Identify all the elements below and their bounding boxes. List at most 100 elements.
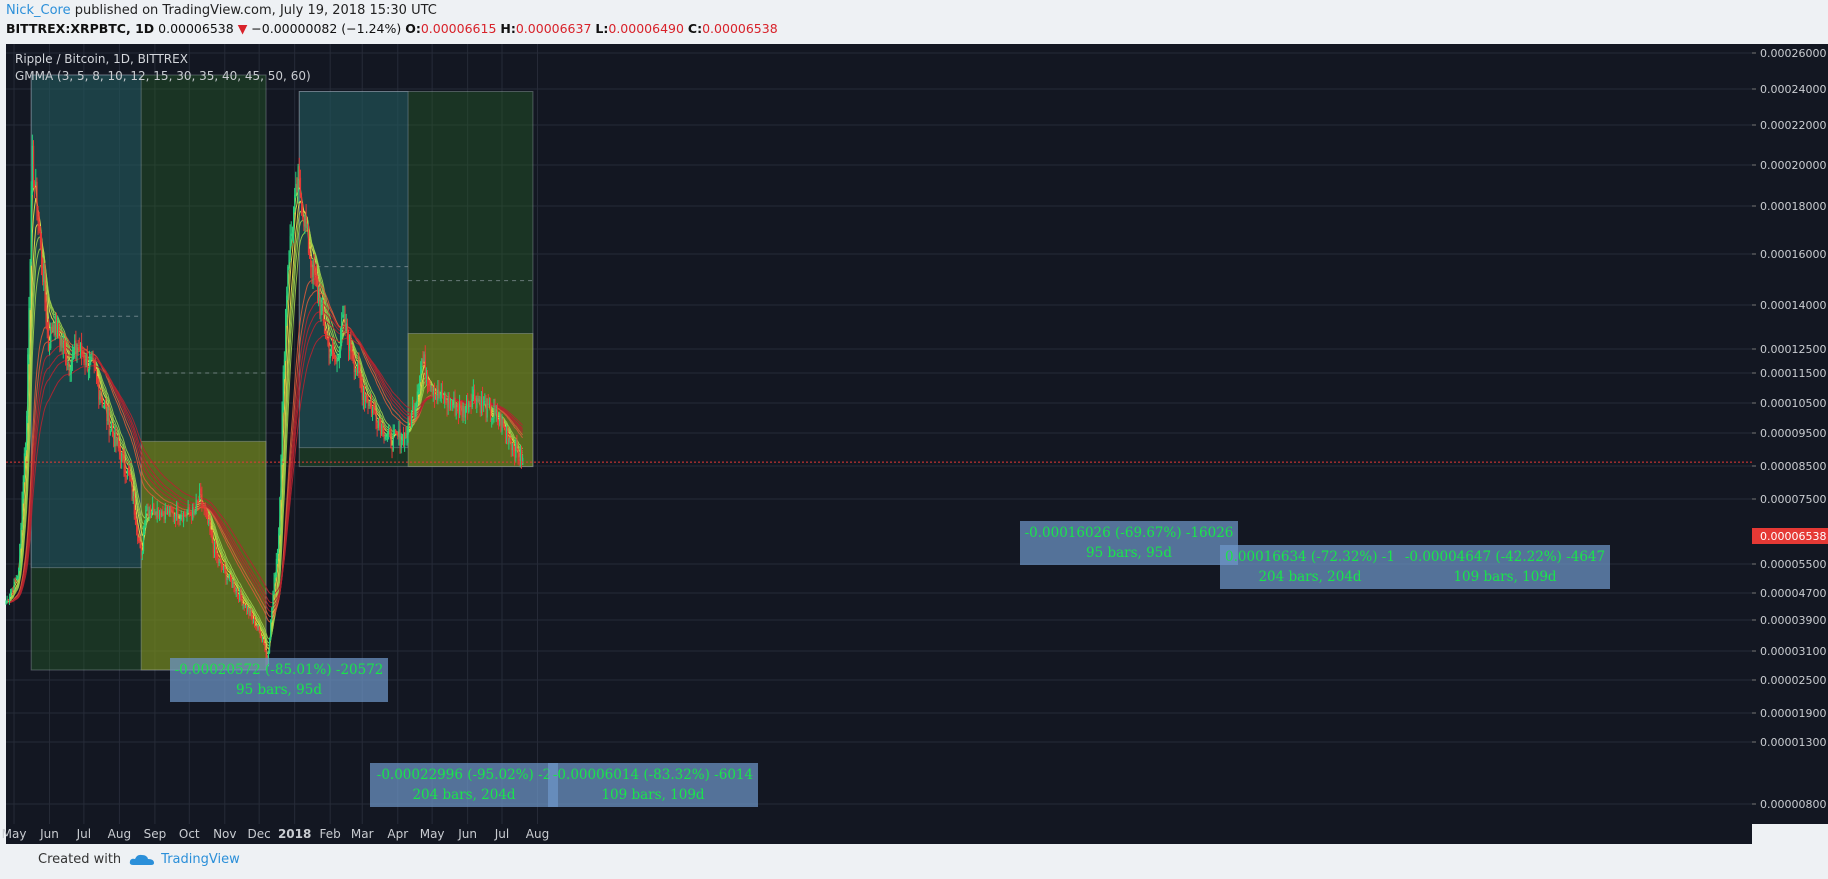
candle-body bbox=[132, 496, 134, 499]
measure-label[interactable]: 0.00016634 (-72.32%) -1 204 bars, 204d bbox=[1220, 545, 1400, 589]
candle-body bbox=[142, 532, 145, 552]
y-tick-label: 0.00002500 bbox=[1760, 674, 1826, 687]
candle-body bbox=[321, 305, 323, 307]
indicator-legend[interactable]: GMMA (3, 5, 8, 10, 12, 15, 30, 35, 40, 4… bbox=[15, 69, 311, 83]
candle-body bbox=[97, 377, 99, 384]
candle-body bbox=[362, 392, 365, 401]
candle-body bbox=[6, 599, 8, 604]
measure-label[interactable]: -0.00006014 (-83.32%) -6014 109 bars, 109… bbox=[548, 763, 758, 807]
measure-box[interactable] bbox=[30, 74, 142, 569]
candle-body bbox=[86, 354, 89, 372]
measure-label[interactable]: -0.00022996 (-95.02%) -2 204 bars, 204d bbox=[370, 763, 558, 807]
candle-body bbox=[239, 592, 241, 601]
candle-body bbox=[440, 389, 442, 398]
candle-body bbox=[337, 360, 339, 362]
candle-body bbox=[358, 362, 360, 371]
x-tick-label: Jun bbox=[457, 827, 477, 841]
candle-body bbox=[50, 326, 52, 349]
candle-body bbox=[169, 506, 171, 516]
candle-body bbox=[83, 356, 85, 363]
candle-body bbox=[398, 429, 400, 437]
last-price-label: 0.00006538 bbox=[1760, 530, 1826, 543]
candle-body bbox=[94, 364, 97, 371]
candle-body bbox=[495, 411, 497, 415]
candle-body bbox=[304, 216, 306, 227]
change-value: −0.00000082 (−1.24%) bbox=[251, 21, 402, 36]
candle-body bbox=[500, 417, 502, 432]
candle-body bbox=[496, 411, 499, 423]
candle-body bbox=[504, 428, 507, 436]
candle-body bbox=[302, 213, 304, 217]
candle-body bbox=[140, 546, 142, 556]
candle-body bbox=[255, 626, 257, 628]
candle-body bbox=[272, 594, 274, 609]
candle-body bbox=[407, 417, 409, 436]
candle-body bbox=[82, 354, 84, 357]
candle-body bbox=[310, 258, 312, 268]
candle-body bbox=[31, 145, 34, 191]
measure-label[interactable]: -0.00020572 (-85.01%) -20572 95 bars, 95d bbox=[170, 658, 388, 702]
candle-body bbox=[136, 524, 138, 532]
candle-body bbox=[98, 383, 100, 400]
candle-body bbox=[455, 407, 457, 416]
candle-body bbox=[446, 402, 448, 408]
candle-body bbox=[416, 391, 418, 404]
author-link[interactable]: Nick_Core bbox=[6, 3, 71, 18]
candle-body bbox=[232, 583, 234, 588]
candle-body bbox=[104, 403, 106, 407]
candle-body bbox=[89, 359, 91, 370]
candle-body bbox=[372, 406, 374, 413]
candle-body bbox=[413, 405, 415, 418]
candle-body bbox=[382, 423, 384, 437]
candle-body bbox=[305, 216, 307, 229]
candle-body bbox=[359, 370, 361, 381]
price-axis[interactable] bbox=[1752, 44, 1828, 824]
measure-label[interactable]: -0.00016026 (-69.67%) -16026 95 bars, 95d bbox=[1020, 521, 1238, 565]
candle-body bbox=[389, 429, 391, 434]
candle-body bbox=[157, 507, 160, 517]
candle-body bbox=[343, 314, 345, 316]
close-label: C: bbox=[687, 21, 703, 36]
candle-body bbox=[449, 401, 452, 409]
measure-label[interactable]: -0.00004647 (-42.22%) -4647 109 bars, 109… bbox=[1400, 545, 1610, 589]
candle-body bbox=[241, 598, 243, 606]
candle-body bbox=[421, 358, 423, 367]
time-axis[interactable] bbox=[6, 824, 1752, 844]
candle-body bbox=[79, 343, 82, 352]
tradingview-link[interactable]: TradingView bbox=[129, 852, 240, 867]
candle-body bbox=[354, 368, 357, 373]
candle-body bbox=[102, 406, 105, 408]
candle-body bbox=[29, 261, 31, 309]
candle-body bbox=[37, 216, 39, 222]
candle-body bbox=[486, 399, 488, 418]
measure-change: -0.00022996 (-95.02%) -2 bbox=[376, 767, 552, 783]
candle-body bbox=[101, 399, 103, 407]
candle-body bbox=[71, 352, 74, 362]
candle-body bbox=[52, 324, 54, 332]
candle-body bbox=[188, 507, 190, 514]
candle-body bbox=[19, 543, 21, 569]
candle-body bbox=[286, 295, 288, 318]
candle-body bbox=[475, 399, 477, 408]
measure-change: -0.00020572 (-85.01%) -20572 bbox=[174, 662, 384, 678]
candle-body bbox=[274, 574, 276, 578]
candle-body bbox=[125, 476, 127, 478]
open-value: 0.00006615 bbox=[420, 21, 497, 36]
x-tick-label: Aug bbox=[108, 827, 131, 841]
measure-change: -0.00004647 (-42.22%) -4647 bbox=[1404, 549, 1606, 565]
candle-body bbox=[173, 515, 176, 518]
candle-body bbox=[234, 591, 236, 593]
x-tick-label: Mar bbox=[351, 827, 374, 841]
candle-body bbox=[443, 395, 445, 404]
candle-body bbox=[485, 401, 487, 418]
candle-body bbox=[419, 379, 421, 391]
candle-body bbox=[209, 520, 211, 531]
candle-body bbox=[230, 574, 232, 581]
candle-body bbox=[248, 608, 250, 616]
candle-body bbox=[280, 458, 282, 498]
candle-body bbox=[75, 340, 77, 354]
candle-body bbox=[476, 398, 478, 408]
candle-body bbox=[129, 473, 131, 477]
measure-box[interactable] bbox=[140, 440, 267, 671]
